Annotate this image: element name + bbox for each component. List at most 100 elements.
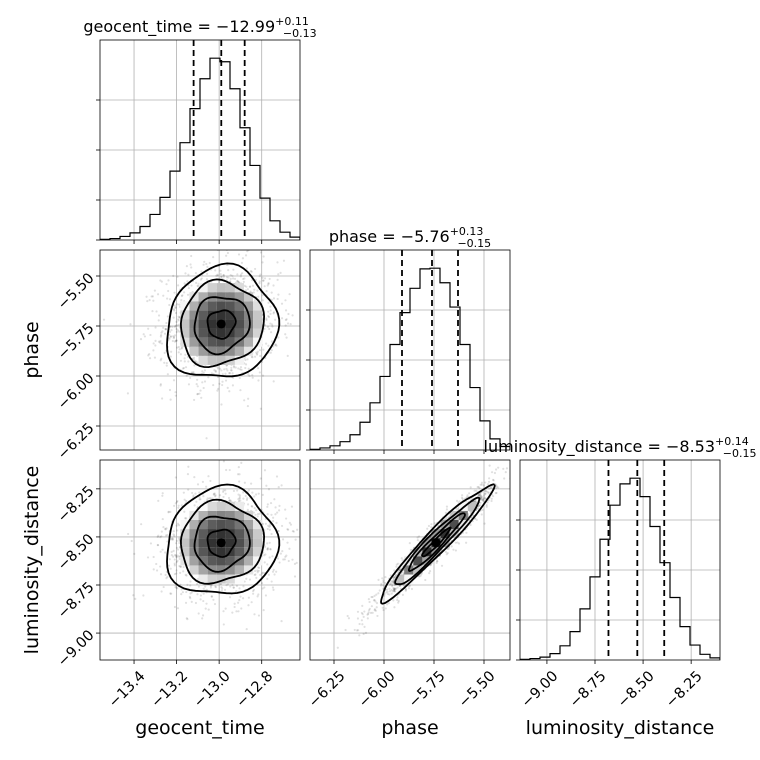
contour-level-4	[166, 483, 281, 595]
sample-point	[408, 542, 411, 545]
sample-point	[253, 495, 256, 498]
sample-point	[237, 280, 240, 284]
sample-point	[238, 598, 241, 602]
sample-point	[401, 593, 404, 596]
sample-point	[166, 575, 169, 578]
title-lower-error: −0.13	[283, 27, 317, 40]
sample-point	[149, 542, 153, 545]
sample-point	[197, 585, 201, 588]
sample-point	[241, 272, 244, 275]
sample-point	[227, 269, 230, 272]
sample-point	[249, 290, 252, 293]
sample-point	[231, 372, 234, 375]
sample-point	[187, 488, 190, 491]
density-bin	[225, 556, 235, 566]
sample-point	[375, 602, 379, 605]
sample-point	[130, 539, 133, 543]
sample-point	[176, 329, 180, 332]
sample-point	[495, 484, 498, 487]
density-bin	[244, 565, 254, 575]
sample-point	[221, 383, 224, 387]
sample-point	[273, 498, 276, 501]
sample-point	[251, 284, 255, 287]
title-median: −8.53	[666, 437, 715, 456]
y-tick-label: −8.25	[55, 483, 98, 526]
density-bin	[207, 519, 217, 530]
sample-point	[157, 319, 160, 322]
sample-point	[440, 564, 444, 567]
sample-point	[186, 280, 189, 283]
sample-point	[175, 555, 178, 558]
scatter-panel-geocent_time-vs-phase	[100, 250, 300, 450]
sample-point	[177, 504, 180, 507]
density-bin	[225, 519, 235, 530]
density-bin	[207, 501, 217, 511]
density-bin	[253, 328, 263, 338]
sample-point	[239, 273, 243, 276]
sample-point	[178, 303, 181, 306]
sample-point	[477, 493, 481, 497]
sample-point	[435, 561, 438, 564]
sample-point	[251, 491, 254, 494]
sample-point	[260, 582, 264, 585]
density-bin	[413, 565, 423, 575]
sample-point	[257, 492, 260, 495]
sample-point	[220, 403, 223, 406]
sample-point	[176, 529, 179, 532]
sample-point	[357, 629, 360, 632]
sample-point	[210, 595, 214, 598]
sample-point	[194, 360, 198, 363]
sample-point	[456, 508, 459, 511]
sample-point	[250, 482, 253, 485]
sample-point	[148, 353, 151, 356]
sample-point	[242, 277, 245, 281]
sample-point	[175, 327, 178, 331]
sample-point	[209, 479, 212, 483]
sample-point	[145, 295, 148, 298]
sample-point	[479, 501, 482, 504]
sample-point	[196, 582, 199, 586]
sample-point	[182, 491, 185, 494]
density-bin	[244, 538, 254, 548]
density-bin	[234, 301, 245, 311]
sample-point	[176, 607, 180, 610]
density-bin	[189, 519, 199, 530]
density-bin	[207, 510, 217, 520]
sample-point	[214, 369, 217, 372]
sample-point	[263, 561, 266, 564]
sample-point	[183, 498, 186, 501]
density-bin	[458, 510, 468, 520]
sample-point	[237, 465, 240, 469]
density-bin	[244, 292, 254, 302]
sample-point	[393, 588, 396, 591]
sample-point	[183, 360, 186, 363]
sample-point	[167, 510, 170, 513]
sample-point	[291, 558, 294, 561]
sample-point	[273, 573, 276, 576]
sample-point	[270, 340, 273, 343]
sample-point	[492, 479, 495, 482]
density-bin	[225, 574, 235, 584]
density-bin	[244, 337, 254, 347]
sample-point	[355, 629, 359, 632]
sample-point	[410, 587, 414, 591]
sample-point	[196, 385, 199, 388]
sample-point	[490, 497, 493, 500]
sample-point	[301, 521, 303, 523]
sample-point	[200, 277, 203, 280]
sample-point	[296, 528, 299, 531]
density-bin	[234, 501, 245, 511]
sample-point	[243, 481, 246, 484]
density-bin	[180, 301, 190, 311]
sample-point	[485, 505, 488, 508]
sample-point	[289, 323, 292, 326]
sample-point	[179, 565, 183, 568]
sample-point	[267, 301, 270, 304]
sample-point	[207, 608, 210, 611]
density-bin	[225, 529, 235, 539]
sample-point	[237, 281, 240, 284]
y-tick-label: −6.25	[55, 420, 98, 463]
sample-point	[393, 587, 396, 591]
density-bin	[207, 319, 217, 329]
sample-point	[384, 607, 387, 610]
